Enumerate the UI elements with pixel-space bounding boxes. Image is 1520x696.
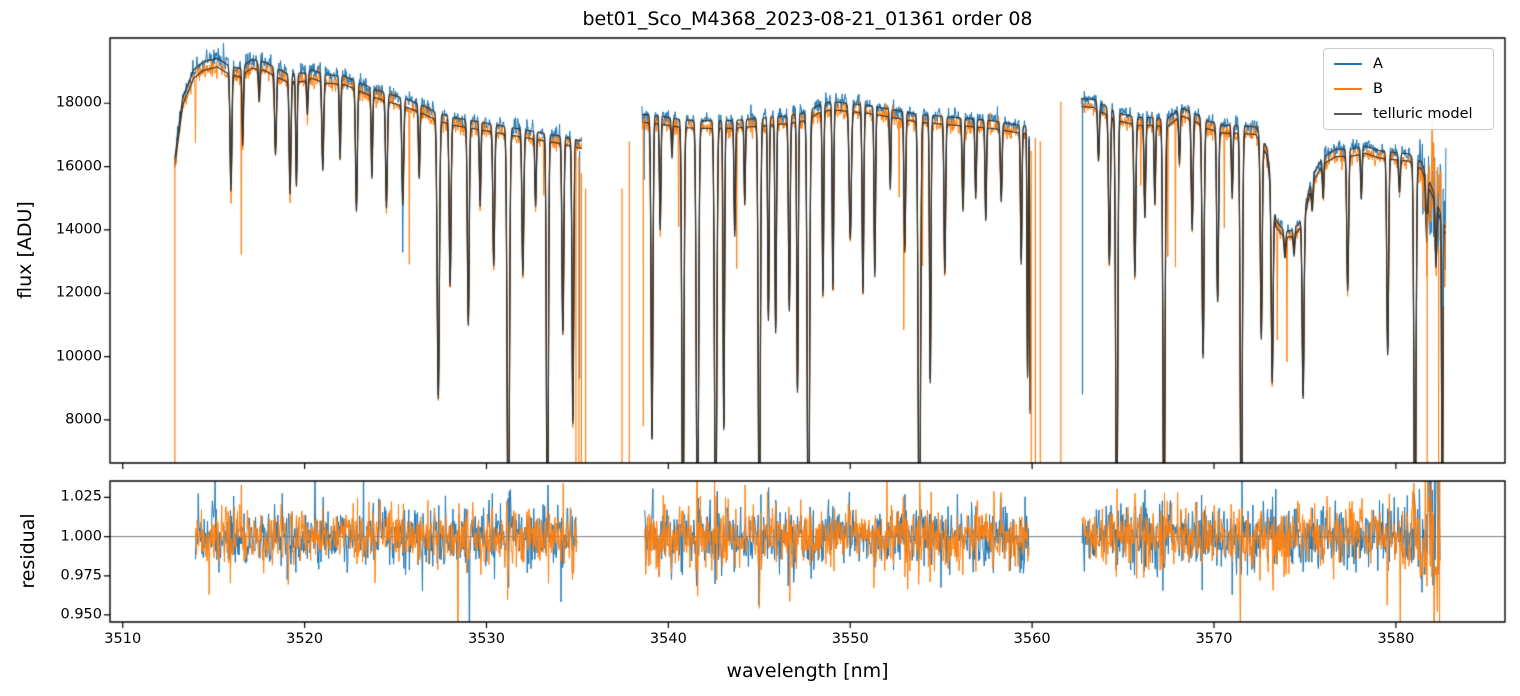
flux-tick-label: 14000 <box>55 221 102 238</box>
wavelength-tick-label: 3520 <box>286 631 324 647</box>
legend-item-telluric-model: telluric model <box>1324 105 1493 123</box>
wavelength-tick-label: 3510 <box>104 631 142 647</box>
legend-label: telluric model <box>1373 106 1473 122</box>
wavelength-tick-label: 3580 <box>1377 631 1415 647</box>
legend-item-b: B <box>1324 80 1493 98</box>
legend-line-sample <box>1334 88 1362 90</box>
legend-item-a: A <box>1324 55 1493 73</box>
flux-tick-label: 18000 <box>55 94 102 111</box>
residual-tick-label: 1.025 <box>60 489 102 506</box>
residual-tick-label: 0.975 <box>60 567 102 584</box>
legend-line-sample <box>1334 113 1362 115</box>
wavelength-tick-label: 3550 <box>831 631 869 647</box>
wavelength-tick-label: 3530 <box>468 631 505 647</box>
legend-line-sample <box>1334 63 1362 65</box>
chart-title: bet01_Sco_M4368_2023-08-21_01361 order 0… <box>582 8 1033 30</box>
wavelength-tick-label: 3560 <box>1013 631 1051 647</box>
legend-label: B <box>1373 81 1383 97</box>
residual-tick-label: 1.000 <box>60 528 102 545</box>
flux-tick-label: 12000 <box>55 284 102 301</box>
wavelength-tick-label: 3540 <box>649 631 687 647</box>
residual-tick-label: 0.950 <box>60 606 102 623</box>
flux-tick-label: 16000 <box>55 158 102 175</box>
x-axis-label: wavelength [nm] <box>726 660 889 682</box>
wavelength-tick-label: 3570 <box>1195 631 1233 647</box>
legend-label: A <box>1373 56 1383 72</box>
flux-tick-label: 8000 <box>65 411 102 428</box>
flux-tick-label: 10000 <box>55 348 102 365</box>
